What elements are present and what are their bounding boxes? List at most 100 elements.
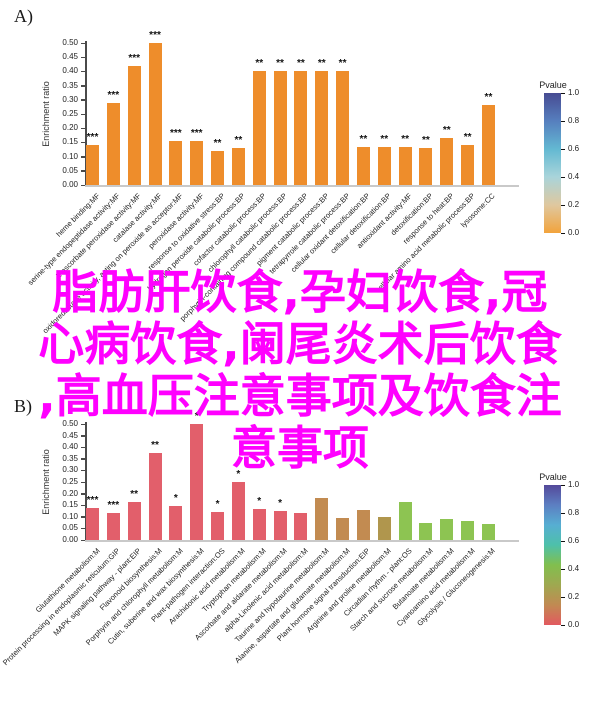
legend-tick-mark: [561, 596, 565, 598]
y-tick-mark: [81, 56, 85, 59]
bar: [148, 43, 162, 185]
significance-stars: ***: [107, 500, 120, 512]
bar: [377, 146, 391, 185]
legend-tick-label: 0.8: [568, 116, 580, 125]
y-tick-mark: [81, 99, 85, 101]
legend-tick-mark: [561, 624, 565, 626]
x-tick-label: Starch and sucrose metabolism:M: [348, 546, 435, 633]
legend-tick-mark: [561, 484, 565, 486]
significance-stars: **: [213, 137, 222, 149]
significance-stars: ***: [170, 127, 182, 139]
significance-stars: **: [276, 58, 284, 70]
y-tick-label: 0.50: [62, 38, 78, 47]
bar: [106, 102, 120, 185]
x-tick-label: Plant hormone signal transduction:EIP: [275, 546, 373, 643]
y-tick-mark: [81, 516, 85, 518]
bar: [190, 140, 204, 185]
y-tick-mark: [81, 85, 85, 87]
significance-stars: ***: [190, 127, 203, 139]
x-axis-line: [85, 540, 519, 542]
bar: [461, 145, 475, 185]
x-tick-label: MAPK signaling pathway - plant:EIP: [51, 546, 143, 638]
legend-tick-label: 0.0: [568, 228, 580, 237]
x-tick-label: Circadian rhythm - plant:OS: [341, 546, 414, 619]
significance-stars: *: [173, 493, 178, 505]
y-tick-mark: [81, 127, 85, 130]
panel-a-colorbar-gradient: [544, 93, 561, 233]
x-tick-label: Alanine, aspartate and glutamate metabol…: [232, 546, 352, 665]
overlay-text-line: 意事项: [231, 421, 369, 475]
significance-stars: ***: [86, 132, 99, 144]
bar: [461, 520, 475, 540]
legend-tick-mark: [561, 512, 565, 514]
bar: [294, 513, 308, 540]
bar: [356, 146, 370, 185]
legend-tick-mark: [561, 92, 565, 94]
panel-b-label: B): [14, 396, 32, 416]
bar: [398, 146, 412, 185]
y-tick-mark: [81, 504, 85, 507]
legend-tick-label: 0.4: [568, 172, 580, 181]
significance-stars: **: [484, 92, 493, 104]
bar: [336, 517, 350, 540]
x-tick-label: Flavonoid biosynthesis:M: [97, 546, 164, 613]
legend-tick-label: 0.6: [568, 536, 580, 545]
x-tick-label: Butanoate metabolism:M: [390, 546, 456, 612]
significance-stars: **: [359, 133, 368, 145]
y-tick-label: 0.00: [62, 180, 78, 189]
y-tick-label: 0.00: [62, 535, 78, 544]
significance-stars: **: [130, 489, 139, 501]
y-tick-mark: [81, 493, 85, 495]
bar: [169, 506, 183, 540]
x-tick-label: Tryptophan metabolism:M: [200, 546, 268, 614]
significance-stars: **: [296, 58, 305, 70]
bar: [86, 507, 99, 540]
overlay-text-line: ,高血压注意事项及饮食注: [38, 369, 562, 423]
y-tick-mark: [81, 42, 85, 44]
bar: [440, 138, 454, 185]
bar: [398, 501, 412, 540]
bar: [127, 65, 141, 185]
significance-stars: **: [422, 135, 430, 147]
y-tick-mark: [81, 113, 85, 115]
overlay-text-line: 心病饮食,阑尾炎术后饮食: [38, 317, 562, 371]
significance-stars: *: [215, 499, 220, 511]
y-tick-mark: [81, 539, 85, 541]
bar: [419, 148, 433, 185]
panel-b-colorbar-gradient: [544, 485, 561, 625]
y-tick-mark: [81, 481, 85, 483]
bar: [86, 145, 99, 185]
chinese-overlay-text: 脂肪肝饮食,孕妇饮食,冠 心病饮食,阑尾炎术后饮食 ,高血压注意事项及饮食注 意事项: [0, 266, 600, 474]
significance-stars: **: [317, 58, 326, 70]
panel-a-colorbar-legend: Pvalue 1.0 0.8 0.6 0.4 0.2 0.0: [530, 80, 600, 250]
panel-b-legend-title: Pvalue: [539, 472, 567, 482]
legend-tick-label: 0.2: [568, 200, 580, 209]
y-tick-label: 0.20: [62, 123, 78, 133]
legend-tick-mark: [561, 176, 565, 178]
x-tick-label: Glutathione metabolism:M: [33, 546, 102, 615]
significance-stars: ***: [149, 30, 161, 41]
bar: [211, 150, 225, 185]
x-tick-label: Protein processing in endoplasmic reticu…: [1, 546, 123, 668]
significance-stars: ***: [128, 52, 141, 64]
x-axis-line: [85, 185, 519, 187]
x-tick-label: Ascorbate and aldarate metabolism:M: [193, 546, 289, 642]
y-tick-label: 0.05: [62, 523, 78, 533]
bar: [231, 482, 245, 540]
x-tick-label: alpha-Linolenic acid metabolism:M: [221, 546, 310, 635]
bar: [294, 71, 308, 185]
x-tick-label: Glycolysis / Gluconeogenesis:M: [415, 546, 498, 628]
y-tick-label: 0.10: [62, 151, 78, 161]
bar: [169, 140, 183, 185]
significance-stars: ***: [107, 89, 120, 101]
significance-stars: **: [401, 133, 409, 145]
y-axis-line: [85, 41, 87, 185]
bar: [211, 512, 225, 540]
y-tick-label: 0.45: [62, 52, 78, 62]
legend-tick-mark: [561, 232, 565, 234]
bar: [315, 498, 329, 540]
bar: [481, 105, 495, 185]
x-tick-label: Porphyrin and chlorophyll metabolism:M: [83, 546, 185, 647]
panel-a-legend-title: Pvalue: [539, 80, 567, 90]
